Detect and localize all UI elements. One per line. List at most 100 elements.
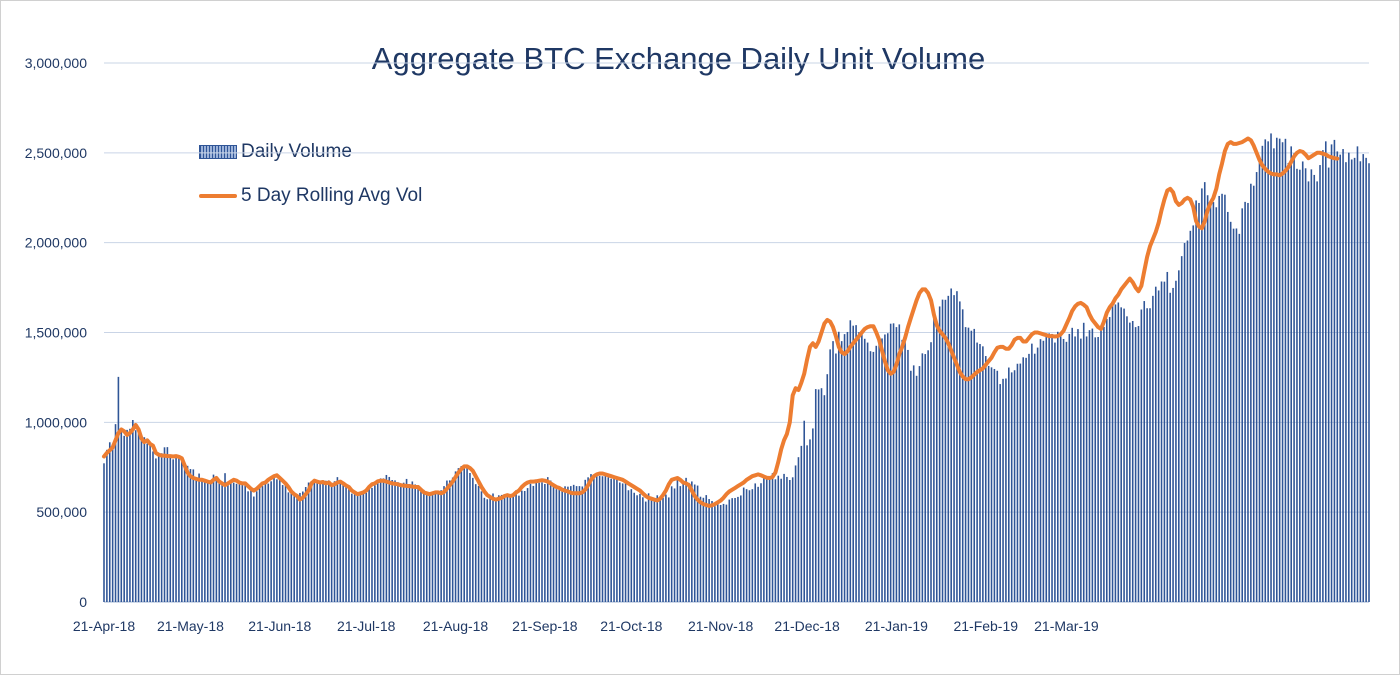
bar [610, 478, 612, 602]
bar [728, 499, 731, 602]
bar [480, 491, 483, 602]
bar [1080, 338, 1082, 602]
bar [884, 334, 886, 602]
bar [1091, 328, 1094, 602]
bar [284, 482, 287, 602]
bar [195, 477, 198, 602]
bar [342, 482, 344, 602]
bar [532, 485, 535, 602]
bar [221, 483, 223, 602]
bar [1146, 308, 1148, 602]
bar [653, 499, 656, 602]
bar [163, 447, 166, 602]
bar [904, 342, 906, 602]
bar [437, 493, 440, 602]
bar [1333, 139, 1336, 602]
bar [1005, 378, 1007, 602]
chart-title: Aggregate BTC Exchange Daily Unit Volume [371, 41, 986, 76]
bar [137, 433, 140, 602]
bar [725, 504, 728, 602]
bar [967, 327, 970, 602]
bar [417, 485, 419, 602]
bar [601, 476, 604, 602]
bar [742, 487, 745, 602]
bar [840, 341, 843, 602]
bar [1359, 161, 1362, 603]
bar [1039, 339, 1042, 602]
bar [561, 487, 563, 602]
bar [803, 420, 806, 602]
bar [930, 342, 932, 602]
bar [146, 443, 149, 602]
bar [400, 483, 402, 602]
bar [215, 479, 218, 602]
bar [1224, 194, 1226, 602]
bar [299, 492, 301, 602]
bar [555, 489, 558, 602]
bar [933, 316, 935, 602]
bar [431, 492, 434, 602]
bar [1215, 207, 1218, 602]
bar [881, 338, 883, 602]
bar [1180, 256, 1183, 602]
bar [1183, 243, 1186, 602]
bar [472, 477, 474, 602]
bar [1348, 152, 1350, 602]
bar [371, 487, 373, 602]
x-tick-label: 21-Feb-19 [953, 618, 1018, 634]
bar [1296, 168, 1298, 602]
bar [238, 482, 241, 602]
bar [1028, 353, 1030, 602]
bar [261, 486, 264, 602]
bar [281, 485, 284, 602]
bar [143, 437, 146, 602]
bar [454, 471, 457, 602]
bar [1203, 182, 1206, 602]
bar [382, 478, 385, 602]
bar [1287, 163, 1290, 602]
bar [872, 351, 875, 602]
bar [302, 491, 304, 602]
bar [388, 476, 391, 602]
bar [817, 389, 820, 602]
bar [598, 475, 601, 602]
bar [814, 389, 817, 602]
bar [1209, 206, 1212, 602]
bar [1137, 326, 1140, 602]
bar [1255, 172, 1258, 602]
bar [405, 478, 408, 602]
bar [1322, 150, 1324, 602]
bar [333, 481, 336, 602]
bar [304, 487, 307, 602]
bar [1192, 225, 1195, 602]
bar [587, 477, 589, 602]
bar [316, 480, 319, 602]
bar [751, 489, 754, 602]
bar [1218, 195, 1220, 602]
bar [457, 468, 460, 602]
bar [979, 343, 981, 602]
bar [172, 459, 174, 602]
bar [990, 367, 993, 602]
bar [134, 430, 137, 602]
bar [1356, 146, 1359, 602]
bar [425, 492, 428, 602]
bar [469, 472, 471, 602]
bar [345, 485, 347, 602]
bar [224, 473, 226, 602]
bar [483, 497, 486, 602]
bar [595, 473, 598, 602]
bar [423, 489, 425, 602]
bar [1152, 295, 1154, 602]
bar [1111, 304, 1114, 602]
bar [1362, 154, 1365, 602]
x-tick-label: 21-Jan-19 [865, 618, 928, 634]
bar [1198, 202, 1200, 602]
bar [693, 484, 696, 602]
bar [849, 320, 852, 602]
bar [656, 495, 659, 602]
bar [108, 442, 111, 602]
bar [181, 459, 183, 602]
bar [667, 497, 670, 602]
bar [1342, 149, 1344, 602]
